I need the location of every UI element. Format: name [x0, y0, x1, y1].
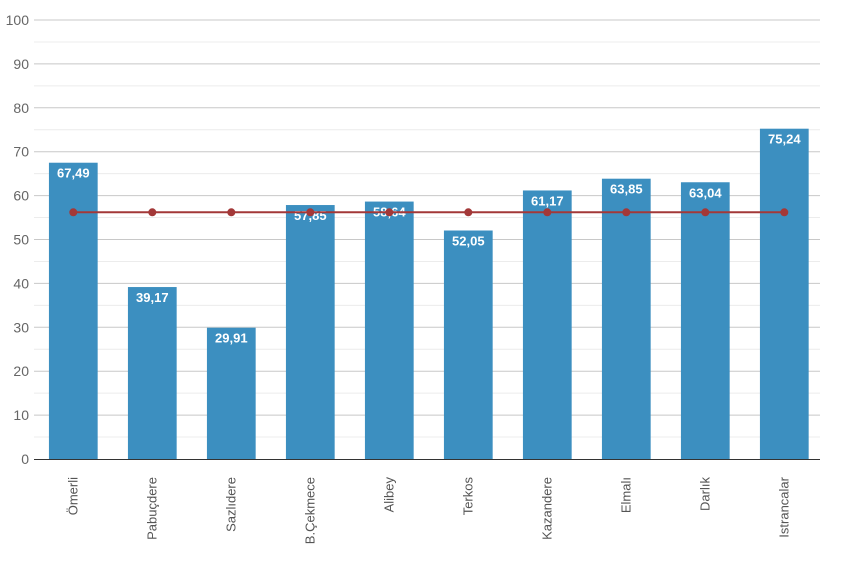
- bar-value-label: 63,04: [689, 185, 722, 200]
- bar-value-label: 39,17: [136, 290, 169, 305]
- x-category-label: B.Çekmece: [302, 477, 317, 544]
- y-tick-label: 10: [13, 407, 29, 423]
- y-tick-label: 90: [13, 56, 29, 72]
- line-point: [69, 208, 78, 217]
- line-series: [69, 208, 789, 217]
- y-tick-label: 40: [13, 275, 29, 291]
- bar-value-label: 63,85: [610, 182, 643, 197]
- x-category-label: Alibey: [381, 477, 396, 513]
- line-point: [622, 208, 631, 217]
- bar: [364, 201, 414, 459]
- line-point: [385, 208, 394, 217]
- x-category-label: Ömerli: [65, 477, 80, 515]
- y-tick-label: 50: [13, 232, 29, 248]
- bar-value-label: 61,17: [531, 193, 564, 208]
- bar: [759, 128, 809, 459]
- bar: [522, 190, 572, 460]
- y-tick-label: 100: [6, 12, 30, 28]
- bar: [285, 205, 335, 459]
- bar-value-label: 29,91: [215, 331, 248, 346]
- x-category-label: Kazandere: [539, 477, 554, 540]
- y-axis-ticks: 0 10 20 30 40 50 60 70 80 90 100: [6, 12, 30, 467]
- bar: [443, 230, 493, 459]
- bar-value-label: 75,24: [768, 132, 801, 147]
- x-category-label: Istrancalar: [776, 476, 791, 537]
- line-point: [701, 208, 710, 217]
- bar: [127, 287, 177, 459]
- y-tick-label: 20: [13, 363, 29, 379]
- line-point: [227, 208, 236, 217]
- y-tick-label: 70: [13, 144, 29, 160]
- x-axis-categories: Ömerli Pabuçdere Sazlıdere B.Çekmece Alibey T…: [65, 476, 791, 544]
- x-category-label: Pabuçdere: [144, 477, 159, 540]
- line-point: [543, 208, 552, 217]
- y-tick-label: 80: [13, 100, 29, 116]
- bar: [206, 327, 256, 459]
- line-point: [148, 208, 157, 217]
- x-category-label: Terkos: [460, 477, 475, 516]
- y-tick-label: 0: [21, 451, 29, 467]
- bar-series: [48, 128, 809, 460]
- bar: [601, 178, 651, 460]
- x-category-label: Darlık: [697, 477, 712, 511]
- bar-value-label: 67,49: [57, 166, 90, 181]
- x-category-label: Elmalı: [618, 477, 633, 513]
- bar-value-label: 52,05: [452, 234, 485, 249]
- y-tick-label: 30: [13, 319, 29, 335]
- bar: [680, 182, 730, 459]
- x-category-label: Sazlıdere: [223, 477, 238, 532]
- y-tick-label: 60: [13, 188, 29, 204]
- line-point: [780, 208, 789, 217]
- line-point: [464, 208, 473, 217]
- bar: [48, 162, 98, 459]
- line-point: [306, 208, 315, 217]
